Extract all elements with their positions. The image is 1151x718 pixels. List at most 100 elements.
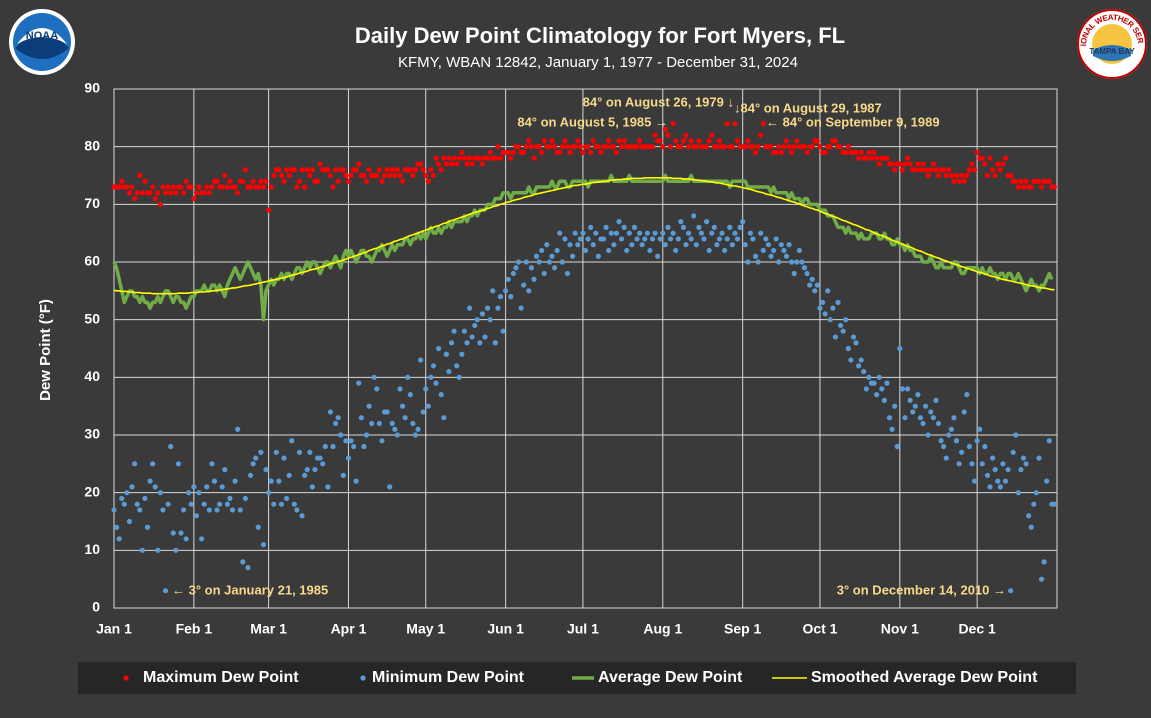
point — [510, 149, 516, 156]
point — [995, 161, 1001, 167]
point — [773, 236, 779, 242]
point — [247, 184, 254, 190]
point — [856, 363, 862, 369]
point — [760, 121, 766, 127]
point — [255, 184, 261, 190]
point — [680, 138, 687, 144]
series-line — [113, 177, 1055, 295]
point — [137, 507, 143, 513]
point — [680, 224, 687, 230]
point — [745, 259, 751, 265]
point — [459, 149, 465, 156]
point — [325, 167, 331, 173]
point — [892, 167, 898, 173]
point — [204, 484, 210, 490]
point — [541, 270, 547, 277]
point — [969, 461, 975, 467]
point — [564, 144, 571, 150]
point — [814, 282, 820, 288]
y-tick-label: 80 — [84, 137, 100, 153]
point — [966, 443, 972, 450]
point — [747, 230, 753, 236]
point — [951, 178, 957, 184]
point — [621, 224, 627, 230]
point — [379, 178, 385, 184]
point — [567, 242, 573, 248]
point — [585, 144, 591, 150]
point — [920, 420, 926, 427]
point — [265, 207, 272, 213]
point — [639, 242, 645, 248]
point — [469, 161, 475, 167]
point — [765, 242, 772, 248]
point — [461, 328, 468, 334]
point — [307, 449, 313, 455]
annotation: ← 3° on January 21, 1985 — [172, 582, 328, 597]
point — [616, 219, 622, 225]
noaa-logo: NOAA — [9, 9, 75, 75]
point — [1008, 588, 1014, 594]
point — [201, 501, 207, 507]
point — [1051, 501, 1058, 507]
point — [783, 253, 790, 259]
point — [1018, 467, 1024, 473]
point — [992, 172, 998, 179]
point — [809, 144, 815, 150]
point — [997, 167, 1003, 173]
point — [224, 501, 230, 507]
annotation: ↓84° on August 29, 1987 — [734, 100, 882, 115]
point — [603, 144, 609, 150]
point — [492, 155, 498, 161]
point — [884, 380, 890, 386]
point — [549, 138, 555, 144]
point — [454, 363, 460, 369]
point — [564, 270, 571, 277]
point — [768, 253, 774, 259]
point — [477, 340, 483, 346]
point — [683, 242, 689, 248]
legend-marker — [123, 675, 129, 681]
point — [387, 484, 393, 490]
point — [1000, 461, 1006, 467]
point — [876, 374, 882, 380]
point — [168, 443, 174, 450]
point — [191, 484, 197, 490]
point — [363, 432, 370, 438]
point — [1008, 172, 1014, 179]
point — [1026, 513, 1032, 519]
x-tick-label: Feb 1 — [176, 621, 213, 637]
point — [673, 247, 679, 254]
point — [204, 184, 210, 190]
point — [825, 288, 831, 294]
point — [366, 167, 372, 173]
x-tick-label: Sep 1 — [724, 621, 762, 637]
point — [853, 149, 859, 156]
point — [500, 328, 506, 334]
point — [235, 190, 241, 196]
point — [709, 132, 715, 138]
point — [356, 161, 362, 167]
point — [616, 138, 622, 144]
point — [948, 426, 954, 432]
y-tick-label: 10 — [84, 541, 100, 557]
point — [487, 149, 493, 156]
point — [734, 236, 741, 242]
point — [124, 490, 130, 496]
point — [113, 524, 120, 530]
point — [418, 357, 424, 363]
point — [1005, 467, 1011, 473]
point — [180, 190, 187, 196]
point — [832, 138, 839, 144]
point — [984, 172, 991, 179]
point — [253, 455, 259, 461]
point — [989, 455, 996, 461]
x-tick-label: Dec 1 — [958, 621, 996, 637]
point — [448, 161, 455, 167]
point — [613, 149, 620, 156]
point — [518, 305, 524, 311]
x-tick-label: Jan 1 — [96, 621, 132, 637]
point — [366, 403, 372, 409]
legend-label: Smoothed Average Dew Point — [811, 669, 1038, 686]
point — [497, 155, 504, 161]
point — [956, 461, 962, 467]
